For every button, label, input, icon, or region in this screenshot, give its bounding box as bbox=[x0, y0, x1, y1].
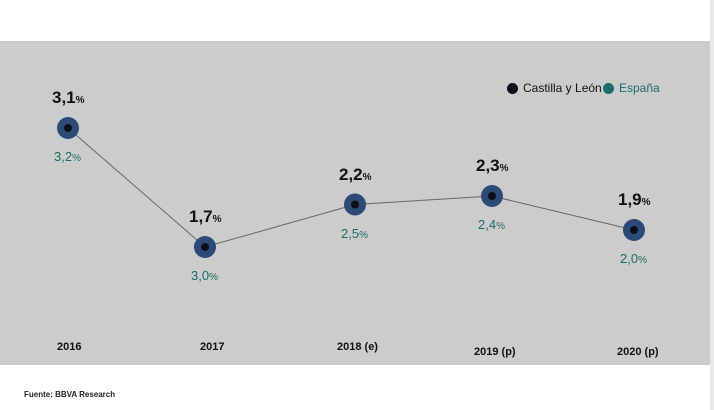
legend-item-castilla: Castilla y León bbox=[507, 81, 602, 95]
marker-center bbox=[201, 243, 209, 251]
label-espana-value: 3,0 bbox=[191, 268, 210, 283]
data-point-2016 bbox=[57, 117, 79, 139]
label-castilla-value: 3,1 bbox=[52, 88, 76, 107]
marker-center bbox=[351, 200, 359, 209]
label-espana-unit: % bbox=[72, 153, 81, 164]
label-castilla: 2,3% bbox=[476, 156, 509, 176]
label-castilla-unit: % bbox=[641, 197, 651, 208]
label-castilla-value: 2,2 bbox=[339, 164, 363, 184]
legend-dot-castilla bbox=[507, 82, 518, 94]
label-espana: 2,4% bbox=[478, 217, 505, 232]
marker-center bbox=[64, 124, 72, 132]
label-castilla-value: 2,3 bbox=[476, 156, 500, 175]
label-espana-value: 3,2 bbox=[54, 149, 73, 164]
x-tick-label: 2016 bbox=[57, 341, 82, 353]
label-espana-unit: % bbox=[359, 229, 368, 241]
marker-center bbox=[488, 192, 496, 200]
data-point-2020p bbox=[623, 219, 645, 241]
legend-label-castilla: Castilla y León bbox=[523, 81, 602, 95]
label-castilla-unit: % bbox=[362, 171, 372, 183]
label-espana: 3,2% bbox=[54, 149, 81, 164]
label-espana-value: 2,0 bbox=[620, 251, 639, 266]
x-tick-label: 2020 (p) bbox=[617, 346, 659, 358]
label-espana: 3,0% bbox=[191, 268, 218, 283]
label-castilla-unit: % bbox=[499, 163, 509, 174]
x-tick-label: 2019 (p) bbox=[474, 346, 516, 358]
source-note: Fuente: BBVA Research bbox=[24, 390, 116, 399]
data-point-2018e bbox=[344, 193, 366, 216]
label-castilla-unit: % bbox=[75, 95, 85, 106]
x-tick-label: 2018 (e) bbox=[337, 341, 378, 353]
label-espana-unit: % bbox=[638, 255, 647, 266]
label-espana-unit: % bbox=[496, 221, 505, 232]
label-castilla-value: 1,7 bbox=[189, 207, 213, 226]
legend-item-espana: España bbox=[603, 81, 660, 95]
label-castilla: 3,1% bbox=[52, 88, 85, 108]
label-castilla: 1,7% bbox=[189, 207, 222, 227]
marker-center bbox=[630, 226, 638, 234]
label-espana-value: 2,5 bbox=[341, 225, 360, 241]
label-espana-value: 2,4 bbox=[478, 217, 497, 232]
legend-dot-espana bbox=[603, 82, 614, 94]
data-point-2019p bbox=[481, 185, 503, 207]
label-castilla: 1,9% bbox=[618, 190, 651, 210]
legend-label-espana: España bbox=[619, 81, 660, 95]
label-espana: 2,0% bbox=[620, 251, 647, 266]
data-point-2017 bbox=[194, 236, 216, 258]
label-castilla: 2,2% bbox=[339, 165, 372, 185]
label-castilla-unit: % bbox=[212, 214, 222, 225]
right-edge bbox=[710, 0, 714, 410]
label-castilla-value: 1,9 bbox=[618, 190, 642, 209]
label-espana: 2,5% bbox=[341, 226, 368, 241]
x-tick-label: 2017 bbox=[200, 341, 225, 353]
label-espana-unit: % bbox=[209, 272, 218, 283]
